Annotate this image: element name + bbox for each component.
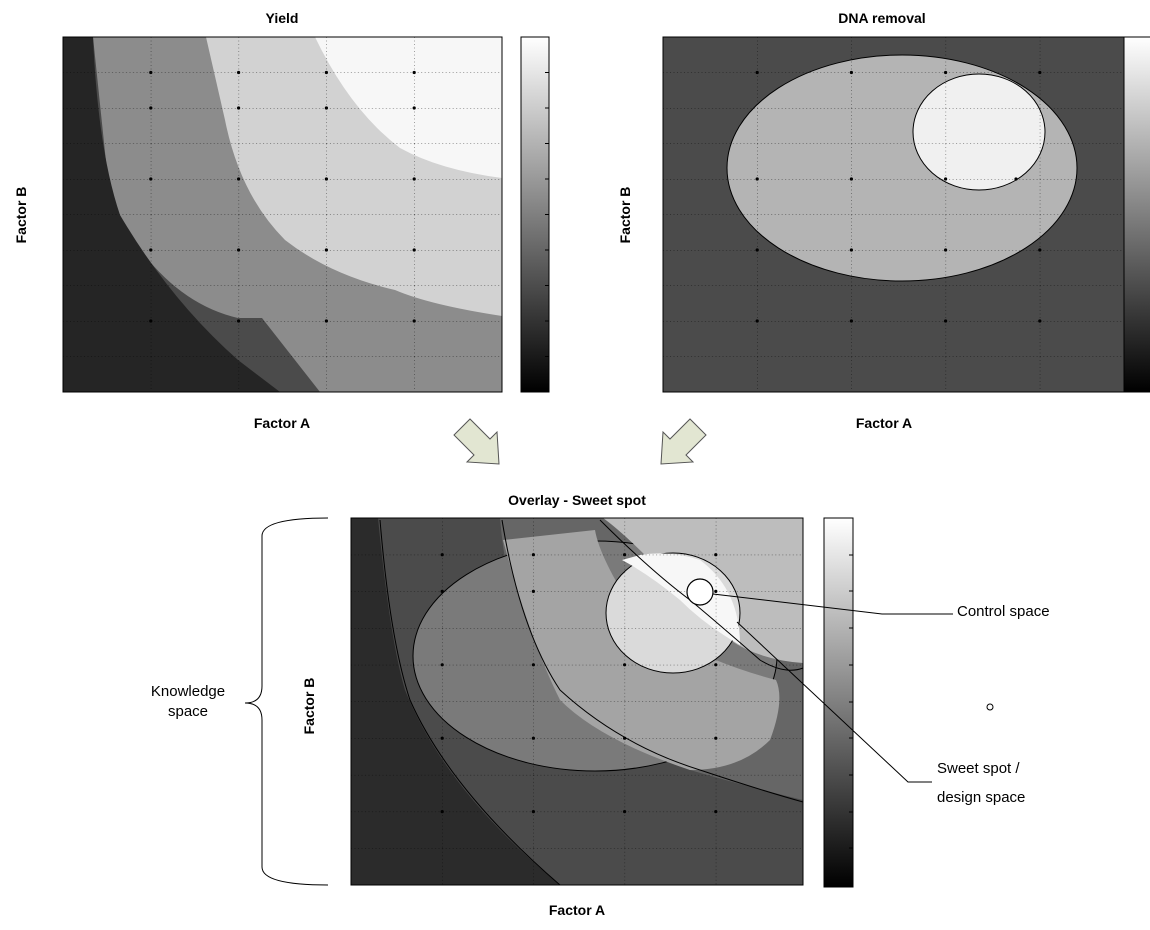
sweet-spot-leader bbox=[736, 621, 932, 783]
sweet-spot-label-1: Sweet spot / bbox=[937, 760, 1020, 777]
control-space-label: Control space bbox=[957, 603, 1050, 620]
yield-colorbar bbox=[520, 36, 550, 393]
knowledge-space-label-2: space bbox=[168, 703, 208, 720]
arrow-right-icon bbox=[660, 418, 707, 465]
yield-title: Yield bbox=[266, 10, 299, 26]
yield-frame bbox=[62, 36, 503, 393]
dna-grid bbox=[663, 37, 1134, 392]
overlay-xlabel: Factor A bbox=[549, 902, 605, 918]
yield-panel: Yield Factor A Factor B bbox=[13, 10, 550, 431]
overlay-panel: Overlay - Sweet spot Factor A Factor B bbox=[301, 492, 854, 918]
sweet-spot-label-2: design space bbox=[937, 789, 1025, 806]
dna-colorbar bbox=[1123, 36, 1150, 393]
annotations: Knowledge space Control space Sweet spot… bbox=[151, 517, 1050, 886]
dna-ylabel: Factor B bbox=[617, 187, 633, 244]
yield-grid-dots bbox=[149, 70, 416, 323]
knowledge-space-brace bbox=[244, 517, 329, 886]
arrow-left-icon bbox=[453, 418, 500, 465]
overlay-grid bbox=[351, 518, 803, 885]
control-space-leader bbox=[712, 593, 953, 615]
yield-ylabel: Factor B bbox=[13, 187, 29, 244]
control-space-circle bbox=[686, 578, 714, 606]
yield-colorbar-ticks bbox=[545, 72, 549, 357]
overlay-colorbar-ticks bbox=[849, 554, 853, 849]
overlay-frame bbox=[350, 517, 804, 886]
flow-arrows bbox=[453, 418, 707, 465]
overlay-grid-dots bbox=[440, 553, 718, 814]
yield-grid bbox=[63, 37, 502, 392]
overlay-title: Overlay - Sweet spot bbox=[508, 492, 646, 508]
dna-xlabel: Factor A bbox=[856, 415, 912, 431]
overlay-ylabel: Factor B bbox=[301, 678, 317, 735]
small-marker-icon bbox=[986, 703, 994, 711]
dna-grid-dots bbox=[755, 70, 1042, 323]
dna-panel: DNA removal Factor A Factor B bbox=[617, 10, 1150, 431]
dna-title: DNA removal bbox=[838, 10, 925, 26]
overlay-colorbar bbox=[823, 517, 854, 888]
knowledge-space-label-1: Knowledge bbox=[151, 683, 225, 700]
yield-xlabel: Factor A bbox=[254, 415, 310, 431]
